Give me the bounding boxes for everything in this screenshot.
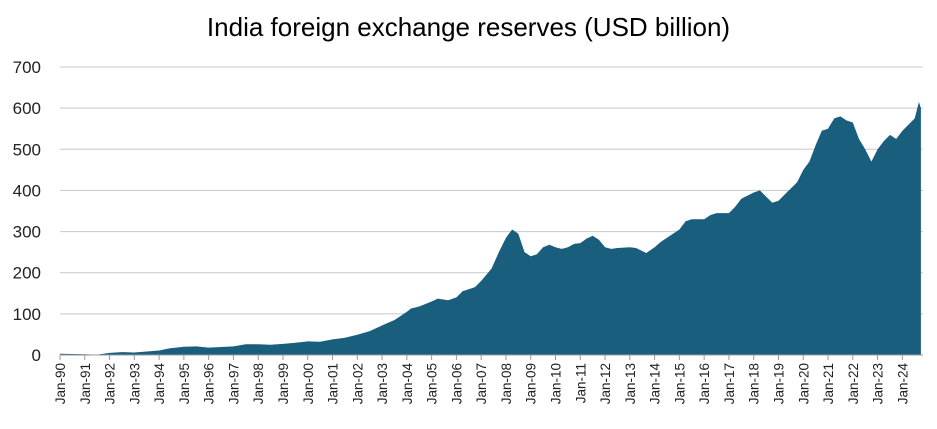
x-tick-label: Jan-01 — [326, 363, 341, 404]
x-tick-label: Jan-20 — [796, 363, 811, 404]
x-tick-label: Jan-08 — [499, 363, 514, 404]
y-tick-label: 300 — [13, 223, 41, 242]
y-tick-label: 600 — [13, 99, 41, 118]
x-tick-label: Jan-21 — [821, 363, 836, 404]
x-tick-label: Jan-00 — [301, 363, 316, 404]
x-tick-label: Jan-19 — [771, 363, 786, 404]
x-axis: Jan-90 Jan-91 Jan-92 Jan-93 Jan-94 Jan-95 Jan-… — [53, 354, 923, 405]
x-tick-label: Jan-23 — [871, 363, 886, 404]
x-tick-label: Jan-16 — [697, 363, 712, 404]
x-tick-label: Jan-09 — [524, 363, 539, 404]
x-tick-label: Jan-14 — [648, 363, 663, 405]
y-tick-label: 400 — [13, 181, 41, 200]
x-tick-label: Jan-10 — [549, 363, 564, 404]
y-tick-label: 500 — [13, 140, 41, 159]
y-tick-label: 0 — [32, 346, 41, 365]
x-tick-label: Jan-13 — [623, 363, 638, 404]
x-tick-label: Jan-90 — [53, 363, 68, 404]
area-layer — [60, 102, 921, 355]
x-tick-label: Jan-06 — [449, 363, 464, 404]
y-tick-label: 200 — [13, 264, 41, 283]
x-tick-label: Jan-92 — [103, 363, 118, 404]
reserves-area — [60, 102, 921, 355]
chart-title: India foreign exchange reserves (USD bil… — [206, 12, 731, 42]
x-tick-label: Jan-18 — [747, 363, 762, 404]
x-tick-label: Jan-22 — [846, 363, 861, 404]
x-tick-label: Jan-97 — [226, 363, 241, 404]
y-tick-label: 100 — [13, 305, 41, 324]
x-tick-label: Jan-91 — [78, 363, 93, 404]
x-tick-label: Jan-12 — [598, 363, 613, 404]
x-tick-label: Jan-03 — [375, 363, 390, 404]
x-tick-label: Jan-07 — [474, 363, 489, 404]
y-axis-ticks: 0 100 200 300 400 500 600 700 — [13, 58, 41, 365]
x-tick-label: Jan-17 — [722, 363, 737, 404]
x-tick-label: Jan-24 — [895, 363, 910, 405]
x-tick-label: Jan-98 — [251, 363, 266, 404]
x-tick-label: Jan-15 — [672, 363, 687, 404]
x-tick-label: Jan-95 — [177, 363, 192, 404]
y-tick-label: 700 — [13, 58, 41, 77]
x-tick-label: Jan-11 — [573, 363, 588, 403]
x-tick-label: Jan-04 — [400, 363, 415, 405]
x-tick-label: Jan-96 — [202, 363, 217, 404]
x-tick-label: Jan-05 — [425, 363, 440, 404]
x-tick-label: Jan-99 — [276, 363, 291, 404]
x-tick-label: Jan-02 — [350, 363, 365, 404]
x-tick-label: Jan-93 — [127, 363, 142, 404]
x-tick-label: Jan-94 — [152, 363, 167, 405]
